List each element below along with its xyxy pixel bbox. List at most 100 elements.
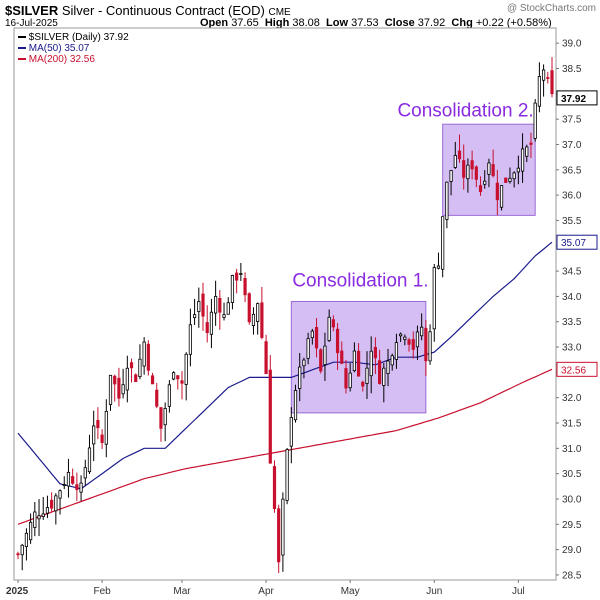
candle-body — [268, 369, 272, 464]
candle-body — [197, 301, 201, 312]
candle-body — [348, 372, 352, 389]
consolidation-label: Consolidation 2. — [397, 101, 533, 122]
candle-body — [239, 273, 243, 275]
candle-body — [390, 355, 394, 366]
candle-body — [386, 360, 390, 375]
y-tick-label: 29.0 — [562, 545, 582, 556]
candle-body — [340, 350, 344, 364]
close-label: Close — [384, 17, 415, 29]
candle-body — [525, 146, 529, 157]
candle-body — [79, 482, 83, 493]
price-badge-label: 35.07 — [561, 238, 586, 249]
candle-body — [420, 326, 424, 337]
candle-body — [462, 160, 466, 178]
candle-body — [264, 341, 268, 374]
y-tick-label: 36.5 — [562, 165, 582, 176]
candle-body — [100, 434, 104, 443]
candle-body — [382, 367, 386, 386]
candle-body — [504, 177, 508, 183]
candle-body — [474, 166, 478, 180]
candle-body — [428, 331, 432, 362]
candle-body — [314, 327, 319, 349]
candle-body — [29, 521, 33, 541]
candle-body — [176, 375, 180, 380]
candle-icon — [18, 36, 26, 39]
candle-body — [356, 350, 361, 377]
x-tick-label: Jul — [512, 586, 525, 597]
y-tick-label: 39.0 — [562, 39, 582, 50]
candle-body — [155, 389, 159, 407]
candle-body — [209, 311, 214, 335]
candle-body — [41, 513, 45, 517]
candle-body — [20, 544, 24, 556]
candle-body — [16, 553, 20, 556]
chart-date: 16-Jul-2025 — [5, 18, 58, 29]
candle-body — [184, 353, 188, 385]
y-tick-label: 31.0 — [562, 444, 582, 455]
candle-body — [201, 293, 205, 317]
candle-body — [87, 447, 92, 473]
chart-title: $SILVER Silver - Continuous Contract (EO… — [5, 3, 291, 18]
candle-body — [344, 368, 348, 389]
candle-body — [537, 76, 541, 107]
x-tick-label: Apr — [258, 586, 274, 597]
y-tick-label: 34.0 — [562, 292, 582, 303]
x-tick-label: 2025 — [6, 586, 29, 597]
chg-value: +0.22 (+0.58%) — [475, 17, 552, 29]
candle-body — [222, 314, 226, 318]
ma50-line — [17, 241, 553, 490]
candle-body — [58, 490, 62, 499]
candle-body — [104, 411, 108, 445]
candle-body — [218, 297, 222, 313]
candle-body — [289, 417, 293, 447]
y-tick-label: 30.5 — [562, 469, 582, 480]
price-badge-label: 37.92 — [561, 94, 586, 105]
candle-body — [399, 333, 403, 337]
y-tick-label: 29.5 — [562, 520, 582, 531]
candle-body — [251, 313, 256, 326]
price-badge — [556, 90, 598, 106]
ohlc-readout: Open 37.65 High 38.08 Low 37.53 Close 37… — [200, 17, 552, 29]
plot-frame — [13, 27, 557, 581]
price-badge-label: 32.56 — [561, 365, 586, 376]
candle-body — [365, 367, 369, 384]
consolidation-label: Consolidation 1. — [292, 270, 428, 291]
candle-body — [512, 172, 516, 180]
candle-body — [529, 142, 533, 145]
candle-body — [146, 343, 150, 371]
candle-body — [138, 358, 142, 378]
candle-body — [180, 380, 184, 384]
line-icon — [18, 47, 26, 50]
candle-body — [323, 345, 327, 365]
y-tick-label: 33.0 — [562, 343, 582, 354]
close-value: 37.92 — [417, 17, 446, 29]
y-tick-label: 32.0 — [562, 393, 582, 404]
candle-body — [142, 341, 146, 367]
candle-body — [285, 449, 289, 501]
y-tick-label: 33.5 — [562, 317, 582, 328]
price-badge — [556, 234, 598, 250]
candle-body — [466, 164, 470, 180]
candle-body — [54, 495, 58, 512]
candle-body — [415, 331, 420, 348]
candle-body — [281, 498, 285, 556]
candle-body — [62, 484, 66, 486]
y-tick-label: 31.5 — [562, 419, 582, 430]
candle-body — [247, 293, 251, 323]
candle-body — [188, 324, 192, 355]
candle-body — [478, 185, 483, 192]
open-label: Open — [200, 17, 229, 29]
exchange: CME — [268, 7, 291, 18]
candle-body — [550, 70, 554, 95]
high-value: 38.08 — [292, 17, 320, 29]
candle-body — [243, 278, 247, 296]
y-tick-label: 35.5 — [562, 216, 582, 227]
candle-body — [163, 408, 167, 426]
candle-body — [445, 181, 449, 220]
candle-body — [226, 302, 230, 315]
candle-body — [96, 420, 100, 429]
x-tick-label: Jun — [426, 586, 442, 597]
candle-body — [352, 350, 356, 372]
low-label: Low — [326, 17, 349, 29]
